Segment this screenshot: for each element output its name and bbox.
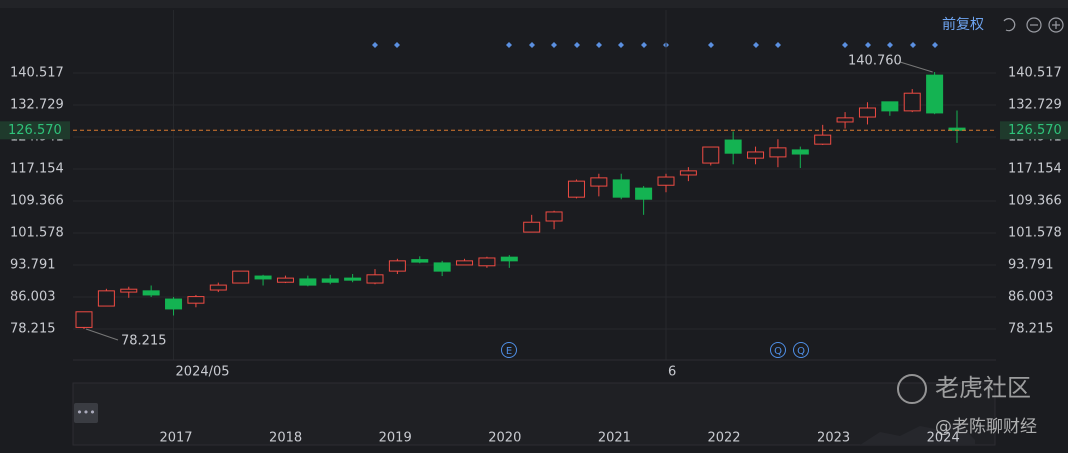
candle-body: [590, 177, 608, 187]
candle-body: [366, 274, 384, 284]
events: E Q Q: [501, 342, 809, 358]
y-tick-label: 109.366: [10, 194, 64, 209]
candle-body: [702, 146, 720, 164]
navigator-area: [860, 424, 975, 445]
navigator-year: 2021: [598, 431, 631, 446]
y-tick-label: 78.215: [10, 321, 56, 336]
event-dots: [372, 42, 938, 48]
candle-body: [523, 221, 541, 233]
y-tick-label: 86.003: [10, 289, 56, 304]
last-price-label: 126.570: [8, 123, 62, 138]
y-tick-label: 132.729: [10, 98, 64, 113]
candle-body: [747, 151, 765, 159]
watermark: 老虎社区 @老陈聊财经: [897, 374, 1037, 437]
candle-body: [456, 260, 474, 266]
candle-body: [881, 101, 899, 112]
navigator-year: 2020: [488, 431, 521, 446]
candle-body: [478, 257, 496, 267]
candle-body: [232, 270, 250, 284]
y-tick-label-right: 93.791: [1008, 257, 1054, 272]
zoom-in-icon[interactable]: [1048, 17, 1064, 33]
y-tick-label: 117.154: [10, 161, 64, 176]
candle-body: [724, 139, 742, 154]
candle-body: [276, 277, 294, 283]
y-tick-label-right: 140.517: [1008, 66, 1062, 81]
navigator-handle[interactable]: [74, 403, 98, 423]
candle-body: [926, 74, 944, 114]
y-tick-label-right: 109.366: [1008, 194, 1062, 209]
event-label: Q: [797, 346, 805, 357]
candle-body: [97, 290, 115, 307]
navigator-year: 2018: [269, 431, 302, 446]
zoom-out-icon[interactable]: [1026, 17, 1042, 33]
candle-body: [411, 259, 429, 263]
candle-body: [858, 107, 876, 118]
candle-body: [903, 92, 921, 112]
candle-body: [545, 211, 563, 222]
candles: [75, 72, 966, 329]
candle-body: [75, 311, 93, 328]
candle-body: [769, 147, 787, 158]
watermark-brand: 老虎社区: [935, 374, 1031, 402]
max-label: 140.760: [848, 54, 902, 69]
min-label: 78.215: [121, 334, 167, 349]
y-tick-label-right: 117.154: [1008, 161, 1062, 176]
last-price-box: [0, 121, 70, 140]
candle-body: [299, 278, 317, 286]
min-leader: [85, 328, 119, 341]
handle-dots: •••: [76, 406, 95, 419]
candle-body: [142, 290, 160, 296]
candle-body: [500, 256, 518, 262]
navigator-year: 2017: [159, 431, 192, 446]
candle-body: [209, 284, 227, 291]
candle-body: [344, 277, 362, 281]
candle-body: [187, 296, 205, 304]
navigator-year: 2023: [817, 431, 850, 446]
toolbar-strip: [0, 0, 1068, 8]
y-tick-label-right: 132.729: [1008, 98, 1062, 113]
candle-body: [388, 260, 406, 272]
navigator-year: 2024: [927, 431, 960, 446]
watermark-logo: [897, 374, 927, 404]
grid: 78.215 78.215 86.003 86.003 93.791 93.791 101.…: [10, 10, 1062, 380]
y-tick-label: 93.791: [10, 257, 56, 272]
candle-body: [635, 187, 653, 200]
candle-body: [791, 149, 809, 155]
y-tick-label: 101.578: [10, 226, 64, 241]
event-circle[interactable]: [501, 342, 517, 358]
y-tick-label-right: 101.578: [1008, 226, 1062, 241]
candle-body: [679, 170, 697, 176]
candle-body: [433, 262, 451, 272]
navigator-year: 2022: [707, 431, 740, 446]
last-price-box: [1000, 121, 1068, 140]
event-label: Q: [774, 346, 782, 357]
x-tick-label: 6: [668, 365, 676, 380]
undo-icon[interactable]: [1003, 18, 1016, 32]
watermark-author: @老陈聊财经: [935, 417, 1037, 437]
y-tick-label-right: 86.003: [1008, 289, 1054, 304]
last-price-label-right: 126.570: [1008, 123, 1062, 138]
adjust-button[interactable]: 前复权: [942, 16, 984, 33]
y-tick-label-right: 78.215: [1008, 321, 1054, 336]
candle-body: [165, 298, 183, 310]
max-leader: [899, 61, 933, 73]
candle-body: [612, 179, 630, 198]
candle-body: [120, 288, 138, 293]
navigator-year: 2019: [379, 431, 412, 446]
y-tick-label: 140.517: [10, 66, 64, 81]
candle-body: [836, 117, 854, 123]
candle-body: [567, 180, 585, 198]
navigator[interactable]: [72, 382, 996, 446]
candle-body: [254, 275, 272, 280]
event-circle[interactable]: [793, 342, 809, 358]
event-circle[interactable]: [770, 342, 786, 358]
candle-body: [657, 176, 675, 186]
candle-body: [321, 278, 339, 283]
candle-body: [814, 134, 832, 145]
x-tick-label: 2024/05: [176, 365, 230, 380]
event-label: E: [506, 346, 512, 357]
navigator-years: 2017 2018 2019 2020 2021 2022 2023 2024: [159, 431, 959, 446]
